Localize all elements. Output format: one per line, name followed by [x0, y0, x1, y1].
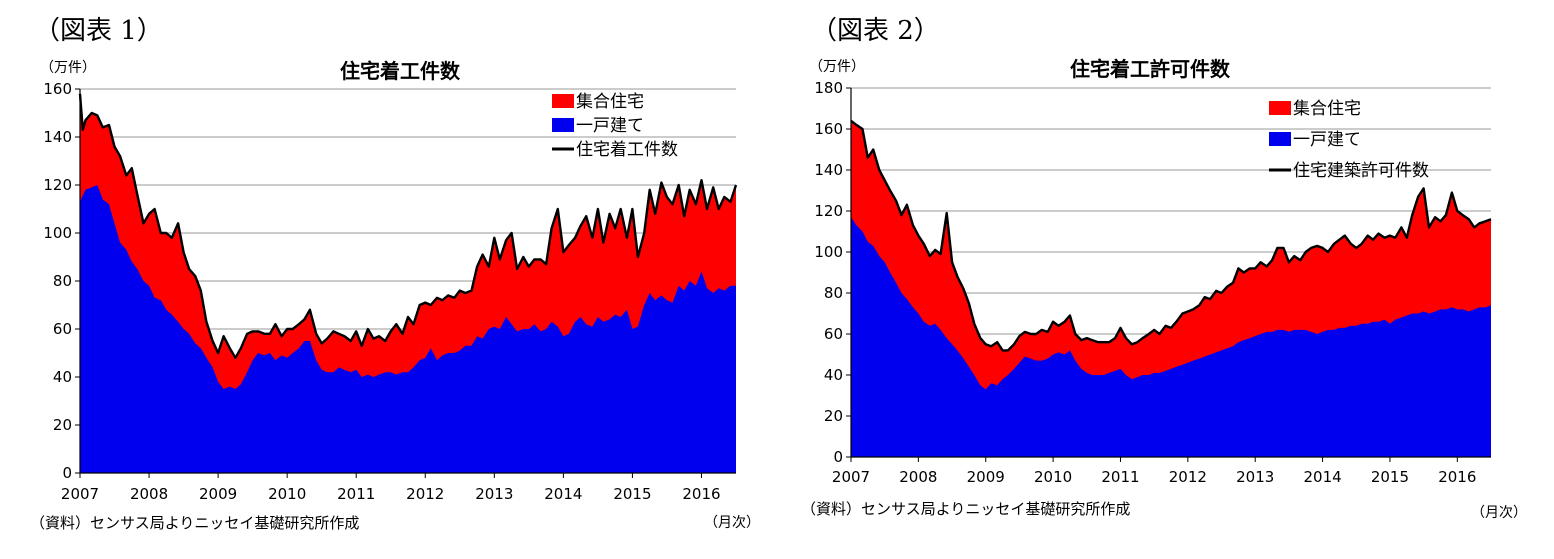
y-tick-label: 0 — [62, 464, 72, 482]
x-tick-label: 2013 — [475, 485, 513, 503]
x-tick-label: 2011 — [337, 485, 375, 503]
y-tick-label: 80 — [53, 272, 72, 290]
legend-swatch-single-family — [552, 118, 574, 132]
y-tick-label: 100 — [814, 243, 843, 261]
chart-panel-1: （図表 1） 0 20 40 60 80 100 120 140 160 2007 2008 2009… — [30, 16, 760, 532]
single-family-area — [851, 217, 1491, 457]
legend-label: 住宅着工件数 — [576, 140, 678, 160]
y-tick-label: 120 — [43, 176, 72, 194]
building-permits-chart: 0 20 40 60 80 100 120 140 160 180 2007 2008 2009 2010… — [809, 57, 1492, 486]
legend-label: 集合住宅 — [576, 92, 644, 112]
y-tick-label: 20 — [53, 416, 72, 434]
x-tick-label: 2016 — [1438, 468, 1476, 486]
x-tick-label: 2011 — [1101, 468, 1139, 486]
y-tick-label: 180 — [814, 79, 843, 97]
x-tick-label: 2010 — [1034, 468, 1072, 486]
x-tick-label: 2009 — [199, 485, 237, 503]
x-unit-label: （月次） — [1471, 505, 1527, 521]
x-tick-label: 2007 — [832, 468, 870, 486]
y-tick-label: 40 — [824, 366, 843, 384]
x-tick-label: 2009 — [967, 468, 1005, 486]
x-tick-label: 2007 — [61, 485, 99, 503]
y-tick-label: 40 — [53, 368, 72, 386]
y-tick-label: 80 — [824, 284, 843, 302]
y-axis-unit: （万件） — [809, 59, 865, 75]
x-tick-label: 2014 — [1303, 468, 1341, 486]
source-note: （資料）センサス局よりニッセイ基礎研究所作成 — [801, 500, 1131, 518]
x-tick-label: 2010 — [268, 485, 306, 503]
x-tick-label: 2012 — [1169, 468, 1207, 486]
x-tick-label: 2013 — [1236, 468, 1274, 486]
x-tick-label: 2008 — [899, 468, 937, 486]
x-tick-label: 2016 — [682, 485, 720, 503]
x-tick-label: 2012 — [406, 485, 444, 503]
y-tick-label: 160 — [43, 80, 72, 98]
x-tick-label: 2015 — [613, 485, 651, 503]
chart-title: 住宅着工件数 — [340, 59, 461, 83]
legend-label: 一戸建て — [1293, 130, 1361, 150]
total-line — [850, 119, 1492, 352]
y-tick-label: 100 — [43, 224, 72, 242]
y-tick-label: 60 — [53, 320, 72, 338]
x-tick-label: 2015 — [1371, 468, 1409, 486]
x-tick-label: 2014 — [544, 485, 582, 503]
figure-label: （図表 1） — [34, 16, 163, 46]
legend-swatch-single-family — [1269, 132, 1291, 146]
legend-label: 一戸建て — [576, 116, 644, 136]
x-unit-label: （月次） — [704, 515, 760, 531]
y-tick-label: 60 — [824, 325, 843, 343]
housing-starts-chart: 0 20 40 60 80 100 120 140 160 2007 2008 2009 2010 201… — [40, 59, 738, 503]
y-tick-label: 160 — [814, 120, 843, 138]
y-tick-label: 0 — [833, 448, 843, 466]
chart-title: 住宅着工許可件数 — [1070, 57, 1231, 81]
source-note: （資料）センサス局よりニッセイ基礎研究所作成 — [30, 514, 360, 532]
figure-label: （図表 2） — [811, 16, 940, 46]
legend-swatch-multi-family — [552, 94, 574, 108]
y-tick-label: 120 — [814, 202, 843, 220]
chart-panel-2: （図表 2） 0 20 40 60 80 100 120 140 160 180 2007 2008 2… — [777, 0, 1554, 559]
x-tick-label: 2008 — [130, 485, 168, 503]
y-tick-label: 140 — [43, 128, 72, 146]
legend-swatch-multi-family — [1269, 101, 1291, 115]
legend-label: 集合住宅 — [1293, 99, 1361, 119]
y-tick-label: 140 — [814, 161, 843, 179]
y-axis-unit: （万件） — [40, 60, 96, 76]
y-tick-label: 20 — [824, 407, 843, 425]
single-family-area — [80, 185, 736, 473]
total-line — [78, 93, 738, 359]
legend-label: 住宅建築許可件数 — [1293, 161, 1429, 181]
